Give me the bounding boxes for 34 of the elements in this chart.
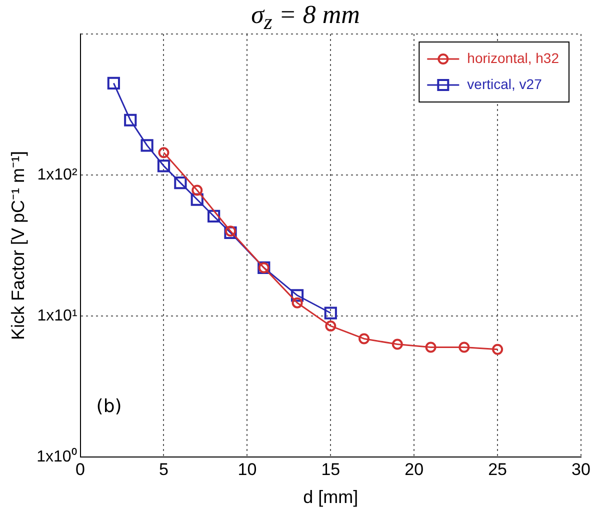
- point: [157, 160, 170, 172]
- point: [140, 139, 154, 152]
- point: [325, 320, 336, 332]
- point: [358, 333, 370, 344]
- x-axis-title: d [mm]: [303, 487, 358, 508]
- point: [292, 297, 303, 308]
- chart-title: σ$_{z}$ = 8 mm: [250, 0, 361, 36]
- point: [324, 306, 337, 320]
- point: [290, 289, 304, 302]
- point: [425, 342, 436, 353]
- x-tick-label: 15: [321, 460, 340, 479]
- point: [208, 210, 220, 223]
- x-tick-label: 25: [488, 460, 508, 479]
- point: [492, 344, 504, 355]
- annotation: (b): [96, 396, 122, 417]
- x-tick-label: 30: [572, 460, 590, 479]
- legend-label: horizontal, h32: [467, 50, 560, 66]
- point: [107, 76, 120, 90]
- point: [174, 176, 187, 190]
- x-tick-label: 0: [76, 460, 86, 479]
- legend-label: vertical, v27: [467, 76, 542, 92]
- point: [458, 342, 470, 353]
- y-tick-label: 1x10²: [37, 166, 78, 184]
- x-tick-label: 5: [159, 460, 168, 479]
- point: [124, 114, 137, 126]
- point: [190, 193, 204, 206]
- y-axis-title: Kick Factor [V pC⁻¹ m⁻¹]: [8, 150, 28, 340]
- point: [392, 338, 403, 350]
- point: [158, 147, 170, 158]
- point: [192, 184, 203, 196]
- y-tick-label: 1x10⁰: [36, 447, 78, 466]
- x-tick-label: 20: [404, 460, 424, 479]
- y-tick-label: 1x10¹: [37, 307, 78, 324]
- x-tick-label: 10: [238, 460, 257, 479]
